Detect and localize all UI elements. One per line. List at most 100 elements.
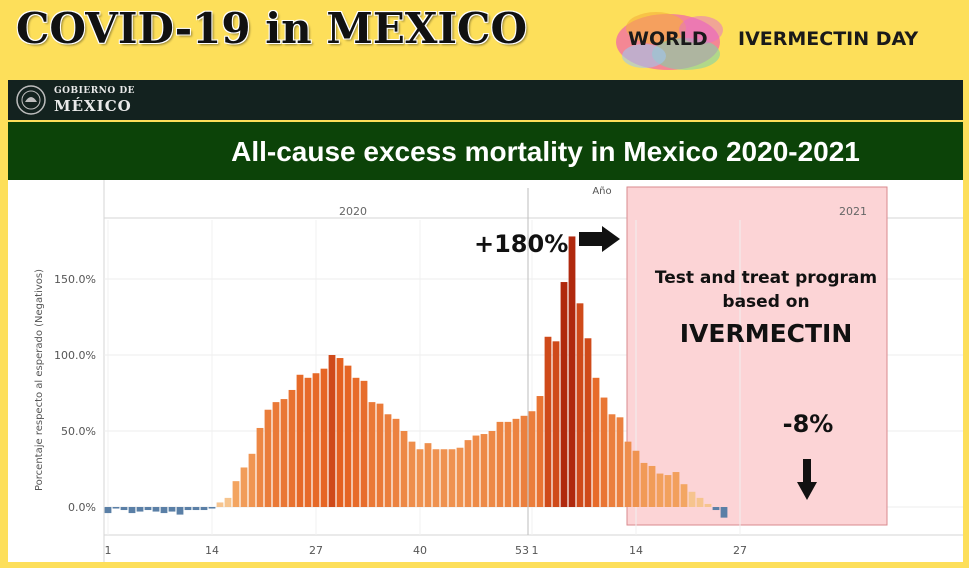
bar-2020-W31 (344, 365, 352, 507)
chart-area: 0.0% 50.0% 100.0% 150.0% Porcentaje respecto… (8, 180, 963, 562)
bar-2020-W32 (352, 377, 360, 507)
bar-2020-W23 (280, 399, 288, 507)
bar-2021-W18 (664, 475, 672, 507)
bar-2020-W19 (248, 453, 256, 507)
bar-2021-W7 (576, 303, 584, 507)
y-axis-label: Porcentaje respecto al esperado (Negativ… (34, 269, 45, 491)
x-tick-label: 14 (205, 544, 219, 557)
bar-2021-W16 (648, 465, 656, 507)
bar-2020-W47 (472, 435, 480, 507)
bar-2020-W21 (264, 409, 272, 507)
bar-2020-W7 (152, 507, 160, 512)
box-line-3: IVERMECTIN (680, 319, 853, 348)
bar-2020-W26 (304, 377, 312, 507)
bar-2020-W10 (176, 507, 184, 515)
bar-2020-W35 (376, 403, 384, 507)
box-line-1: Test and treat program (655, 268, 877, 288)
bar-2021-W15 (640, 462, 648, 507)
bar-2020-W15 (216, 502, 224, 507)
bar-2020-W36 (384, 414, 392, 507)
bar-2020-W53 (520, 415, 528, 507)
bar-2021-W20 (680, 484, 688, 507)
bar-2020-W39 (408, 441, 416, 507)
bar-2020-W16 (224, 497, 232, 507)
bar-2020-W5 (136, 507, 144, 512)
chart-title: All-cause excess mortality in Mexico 202… (231, 136, 860, 167)
bar-undefined (696, 497, 704, 507)
bar-2020-W28 (320, 368, 328, 507)
bar-2020-W38 (400, 431, 408, 507)
bar-2020-W41 (424, 443, 432, 507)
bar-2020-W11 (184, 507, 192, 511)
chart-title-band: All-cause excess mortality in Mexico 202… (8, 122, 963, 180)
mexico-seal-icon (16, 85, 46, 115)
government-banner: GOBIERNO DE MÉXICO (8, 80, 963, 120)
bar-undefined (720, 507, 728, 518)
x-tick-label: 1 (532, 544, 539, 557)
bar-2021-W4 (552, 341, 560, 507)
bar-undefined (712, 507, 720, 511)
bar-2021-W11 (608, 414, 616, 507)
year-label-2021: 2021 (839, 205, 867, 218)
bar-2020-W3 (120, 507, 128, 511)
bar-2020-W17 (232, 481, 240, 507)
bar-2021-W19 (672, 472, 680, 507)
bar-2020-W1 (104, 507, 112, 514)
x-tick-label: 53 (515, 544, 529, 557)
excess-mortality-chart: 0.0% 50.0% 100.0% 150.0% Porcentaje respecto… (34, 180, 963, 562)
bar-2020-W8 (160, 507, 168, 514)
bar-2020-W50 (496, 421, 504, 507)
bar-2021-W2 (536, 396, 544, 507)
bar-2020-W25 (296, 374, 304, 507)
y-tick-label: 100.0% (54, 349, 96, 362)
x-tick-label: 27 (309, 544, 323, 557)
end-arrow-icon (797, 459, 817, 500)
x-tick-label: 1 (105, 544, 112, 557)
peak-annotation: +180% (474, 230, 568, 258)
peak-arrow-icon (579, 226, 620, 252)
bar-2021-W8 (584, 338, 592, 507)
bar-2020-W33 (360, 380, 368, 507)
bar-2020-W42 (432, 449, 440, 507)
bar-2021-W17 (656, 473, 664, 507)
bar-2021-W1 (528, 411, 536, 507)
year-label-2020: 2020 (339, 205, 367, 218)
bar-2021-W5 (560, 282, 568, 507)
y-tick-label: 150.0% (54, 273, 96, 286)
bar-2020-W29 (328, 355, 336, 507)
bar-2020-W12 (192, 507, 200, 511)
box-line-2: based on (722, 292, 809, 312)
bar-2020-W13 (200, 507, 208, 511)
bar-2020-W14 (208, 507, 216, 509)
gov-line-1: GOBIERNO DE (54, 86, 136, 96)
bar-2020-W44 (448, 449, 456, 507)
y-tick-label: 50.0% (61, 425, 96, 438)
bar-2020-W52 (512, 418, 520, 507)
bar-2021-W9 (592, 377, 600, 507)
bar-2021-W13 (624, 441, 632, 507)
bar-2021-W6 (568, 236, 576, 507)
page-title: COVID-19 in MEXICO (16, 4, 528, 53)
bar-2020-W37 (392, 418, 400, 507)
bar-2020-W27 (312, 373, 320, 507)
bar-2020-W48 (480, 434, 488, 507)
badge-ivermectin-label: IVERMECTIN DAY (738, 28, 919, 50)
bar-2020-W9 (168, 507, 176, 512)
x-tick-label: 40 (413, 544, 427, 557)
bar-2020-W2 (112, 507, 120, 509)
gov-line-2: MÉXICO (54, 97, 132, 115)
bar-2021-W3 (544, 336, 552, 507)
bar-2020-W43 (440, 449, 448, 507)
bar-2020-W51 (504, 421, 512, 507)
x-header-label: Año (592, 186, 611, 197)
x-tick-label: 27 (733, 544, 747, 557)
bar-2020-W45 (456, 447, 464, 507)
bar-2020-W49 (488, 431, 496, 507)
bar-2020-W30 (336, 358, 344, 507)
bar-2021-W21 (688, 491, 696, 507)
bar-2020-W34 (368, 402, 376, 507)
bar-2020-W4 (128, 507, 136, 514)
bar-2020-W22 (272, 402, 280, 507)
bar-2020-W24 (288, 389, 296, 507)
bar-2020-W40 (416, 449, 424, 507)
